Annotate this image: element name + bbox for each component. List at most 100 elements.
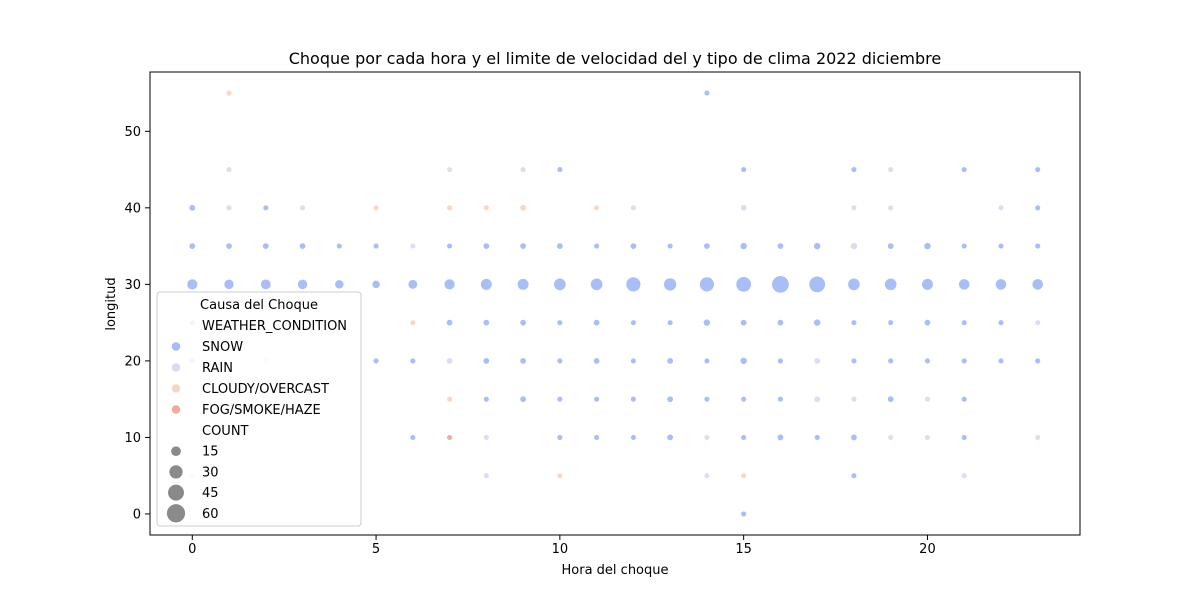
data-point-rain-13: [703, 472, 711, 479]
data-point-snow-21: [443, 278, 456, 291]
y-axis: 0 10 20 30 40 50: [124, 125, 150, 522]
data-point-snow-111: [1031, 278, 1044, 291]
data-point-snow-67: [740, 319, 748, 327]
data-point-snow-18: [409, 357, 416, 365]
data-point-snow-48: [630, 319, 637, 326]
data-point-rain-12: [703, 434, 711, 441]
data-point-snow-50: [630, 396, 637, 403]
data-point-snow-110: [1034, 242, 1041, 250]
data-point-snow-104: [997, 242, 1005, 250]
legend-size-label-30: 30: [202, 465, 219, 480]
data-point-snow-37: [556, 357, 564, 365]
y-tick-label-10: 10: [124, 431, 141, 446]
data-point-snow-95: [923, 319, 931, 327]
data-point-snow-89: [884, 277, 898, 291]
data-point-snow-23: [482, 242, 490, 250]
data-point-snow-91: [887, 357, 894, 365]
data-point-rain-1: [225, 166, 233, 173]
legend-size-marker-30: [169, 465, 183, 479]
data-point-snow-7: [262, 204, 269, 211]
data-point-cloudy-overcast-4: [446, 396, 453, 403]
data-point-snow-93: [923, 242, 932, 250]
data-point-snow-78: [813, 242, 821, 250]
data-point-snow-13: [334, 279, 345, 290]
data-point-snow-25: [482, 319, 490, 327]
data-point-snow-96: [924, 357, 931, 365]
data-point-snow-99: [958, 278, 971, 291]
data-point-snow-32: [519, 395, 527, 403]
data-point-snow-82: [850, 166, 858, 173]
data-point-snow-44: [593, 396, 600, 403]
y-tick-label-50: 50: [124, 125, 141, 140]
data-point-snow-81: [814, 434, 821, 441]
data-point-snow-43: [593, 357, 601, 365]
data-point-snow-76: [777, 396, 784, 403]
data-point-snow-112: [1034, 357, 1041, 365]
data-point-snow-94: [921, 278, 934, 291]
data-point-snow-17: [407, 279, 418, 290]
data-point-snow-49: [630, 357, 637, 365]
data-point-snow-27: [483, 396, 490, 403]
data-point-snow-103: [961, 434, 968, 441]
data-point-snow-61: [703, 318, 711, 327]
data-point-snow-73: [771, 275, 790, 294]
data-point-snow-83: [847, 277, 861, 291]
legend-label-fog-smoke-haze: FOG/SMOKE/HAZE: [202, 403, 321, 418]
data-point-snow-102: [961, 396, 968, 403]
data-point-snow-108: [1034, 166, 1041, 173]
data-point-snow-22: [446, 319, 454, 327]
data-point-snow-29: [517, 278, 530, 291]
data-point-snow-60: [699, 276, 715, 293]
legend-box: [156, 291, 362, 527]
x-tick-label-5: 5: [372, 542, 380, 557]
data-point-rain-20: [887, 166, 894, 173]
data-point-snow-84: [850, 319, 858, 326]
data-point-snow-6: [223, 279, 235, 290]
data-point-rain-2: [225, 204, 233, 211]
data-point-snow-109: [1034, 204, 1041, 211]
data-point-snow-66: [735, 276, 752, 293]
data-point-snow-79: [808, 275, 826, 293]
data-point-snow-75: [777, 357, 784, 365]
data-point-snow-86: [850, 433, 858, 441]
data-point-rain-16: [813, 395, 821, 403]
data-point-rain-4: [299, 204, 306, 211]
data-point-rain-18: [850, 242, 858, 250]
data-point-snow-69: [740, 396, 747, 403]
data-point-snow-97: [961, 166, 968, 173]
data-point-snow-92: [887, 395, 895, 403]
data-point-rain-22: [887, 434, 894, 441]
plot-frame: [149, 71, 1081, 536]
data-point-rain-11: [630, 204, 637, 211]
data-point-snow-10: [299, 242, 307, 250]
legend-title: Causa del Choque: [200, 298, 318, 313]
data-point-rain-19: [850, 396, 858, 403]
data-point-snow-80: [813, 318, 821, 327]
data-point-snow-39: [556, 434, 564, 441]
data-point-snow-14: [372, 242, 380, 250]
legend-hue-header: WEATHER_CONDITION: [202, 319, 347, 334]
data-point-rain-28: [1034, 434, 1041, 441]
data-point-rain-17: [850, 204, 858, 211]
data-point-snow-36: [556, 319, 564, 326]
data-point-rain-27: [1034, 319, 1041, 326]
x-tick-label-15: 15: [735, 542, 752, 557]
legend-size-label-45: 45: [202, 486, 219, 501]
legend: Causa del Choque WEATHER_CONDITION SNOW RA…: [156, 291, 362, 527]
data-point-snow-52: [666, 242, 674, 250]
data-point-rain-25: [961, 472, 968, 479]
data-point-rain-26: [997, 204, 1005, 211]
data-point-snow-45: [593, 434, 600, 441]
data-point-rain-8: [483, 434, 490, 441]
legend-size-marker-15: [171, 446, 181, 457]
data-point-snow-24: [480, 278, 493, 291]
data-point-snow-8: [262, 242, 270, 250]
data-point-snow-105: [995, 278, 1007, 291]
data-point-rain-23: [924, 396, 931, 403]
data-point-snow-65: [739, 242, 748, 250]
data-point-snow-71: [740, 510, 747, 518]
chart-title: Choque por cada hora y el limite de velo…: [289, 49, 942, 68]
data-point-snow-74: [776, 319, 784, 327]
data-point-snow-5: [225, 242, 233, 250]
data-point-fog-smoke-haze-0: [446, 434, 453, 441]
